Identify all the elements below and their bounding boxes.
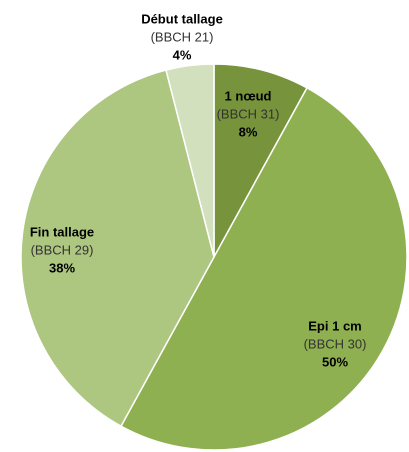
slice-label: Début tallage	[141, 11, 223, 26]
pie-slice	[165, 63, 215, 258]
slice-label: 1 nœud	[225, 88, 272, 103]
slice-note: (BBCH 29)	[31, 242, 94, 257]
slice-value-label: 38%	[49, 260, 75, 275]
slice-note: (BBCH 31)	[217, 106, 280, 121]
slice-note: (BBCH 30)	[304, 336, 367, 351]
slice-value-label: 8%	[239, 124, 258, 139]
slice-label: Epi 1 cm	[308, 318, 361, 333]
slice-label: Fin tallage	[30, 224, 94, 239]
slice-value-label: 50%	[322, 354, 348, 369]
pie-slice	[120, 86, 408, 451]
slice-value-label: 4%	[173, 47, 192, 62]
pie-slice	[213, 63, 308, 258]
pie-slice	[20, 69, 215, 428]
slice-note: (BBCH 21)	[151, 29, 214, 44]
